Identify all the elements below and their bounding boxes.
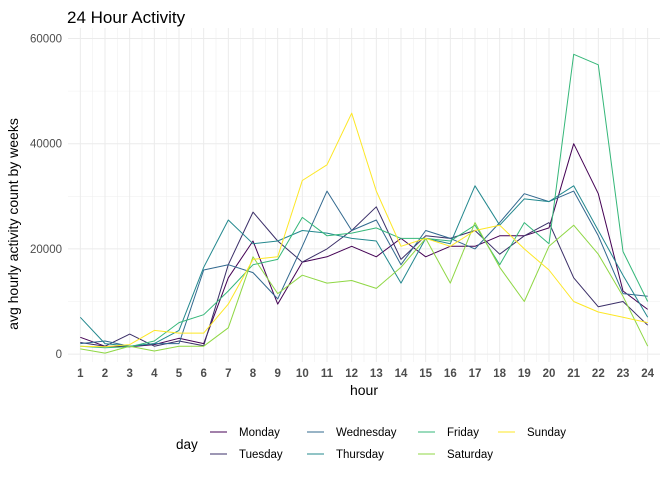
series-line-wednesday [80, 190, 648, 347]
x-tick-label: 12 [345, 368, 358, 380]
legend-label-tuesday: Tuesday [239, 449, 283, 461]
x-tick-label: 22 [592, 368, 605, 380]
legend-label-monday: Monday [239, 427, 280, 439]
y-tick-label: 20000 [30, 244, 62, 256]
x-tick-label: 7 [225, 368, 231, 380]
x-tick-label: 3 [126, 368, 132, 380]
y-tick-label: 0 [56, 349, 62, 361]
x-tick-label: 17 [469, 368, 482, 380]
x-tick-label: 16 [444, 368, 457, 380]
legend-label-sunday: Sunday [527, 427, 566, 439]
x-tick-label: 2 [102, 368, 108, 380]
x-tick-label: 19 [518, 368, 531, 380]
y-tick-label: 60000 [30, 34, 62, 46]
legend-label-saturday: Saturday [447, 449, 493, 461]
x-tick-label: 6 [200, 368, 206, 380]
x-tick-label: 13 [370, 368, 383, 380]
series-line-saturday [80, 222, 649, 354]
legend-title: day [176, 437, 198, 452]
legend-label-friday: Friday [447, 427, 479, 439]
y-tick-label: 40000 [30, 139, 62, 151]
x-tick-label: 8 [250, 368, 257, 380]
x-tick-label: 10 [296, 368, 309, 380]
x-tick-label: 23 [617, 368, 630, 380]
x-tick-label: 1 [77, 368, 84, 380]
x-axis-ticks: 1 2 3 4 5 6 7 8 9 10 11 12 13 14 15 16 17 18 19 20 21 22 23 24 [77, 368, 655, 380]
plot-grid [68, 28, 660, 362]
x-axis-label: hour [350, 382, 378, 398]
legend-label-thursday: Thursday [336, 449, 384, 461]
x-tick-label: 11 [321, 368, 334, 380]
chart-title: 24 Hour Activity [67, 8, 186, 27]
series-line-sunday [80, 112, 648, 348]
x-tick-label: 21 [567, 368, 580, 380]
x-tick-label: 15 [419, 368, 432, 380]
series-line-tuesday [80, 206, 649, 347]
y-axis-label: avg hourly activity count by weeks [5, 118, 21, 330]
x-tick-label: 4 [151, 368, 158, 380]
x-tick-label: 18 [493, 368, 506, 380]
x-tick-label: 20 [543, 368, 556, 380]
x-tick-label: 14 [395, 368, 408, 380]
legend-label-wednesday: Wednesday [336, 427, 397, 439]
series-lines [79, 53, 649, 354]
legend: day Monday Tuesday Wednesday Thursday Friday… [176, 427, 566, 461]
series-line-friday [80, 53, 649, 349]
x-tick-label: 24 [641, 368, 654, 380]
y-axis-ticks: 0 20000 40000 60000 [30, 34, 62, 362]
x-tick-label: 5 [176, 368, 183, 380]
x-tick-label: 9 [274, 368, 280, 380]
